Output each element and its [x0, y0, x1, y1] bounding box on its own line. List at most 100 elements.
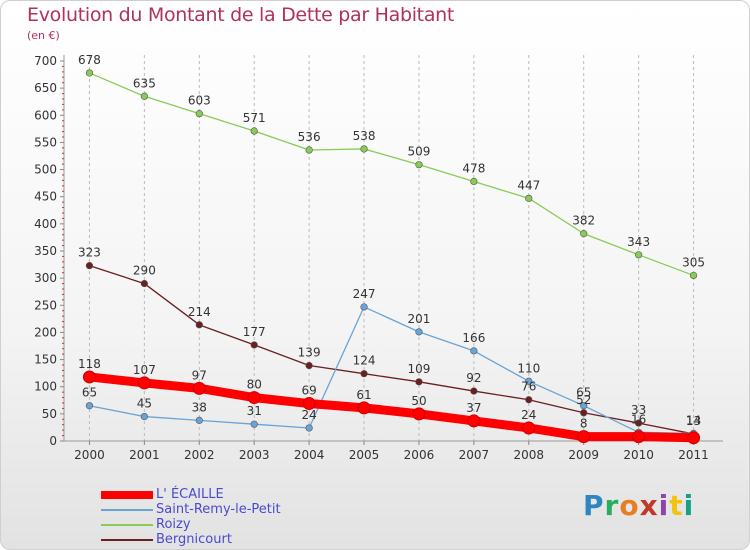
- data-point: [470, 347, 478, 355]
- y-tick-label: 600: [34, 108, 57, 122]
- y-tick-label: 450: [34, 190, 57, 204]
- data-point: [85, 402, 94, 410]
- data-label: 24: [301, 408, 316, 422]
- data-label: 635: [133, 76, 156, 90]
- x-tick-label: 2004: [294, 448, 325, 462]
- data-label: 45: [137, 397, 152, 411]
- data-point: [415, 378, 423, 386]
- legend-label-saint-remy: Saint-Remy-le-Petit: [156, 502, 281, 517]
- x-tick-label: 2005: [349, 448, 380, 462]
- data-label: 323: [78, 246, 101, 260]
- data-label: 177: [243, 325, 266, 339]
- data-label: 290: [133, 264, 156, 278]
- legend-swatch-lecaille: [101, 490, 153, 499]
- legend-swatch-roizy: [101, 523, 153, 526]
- y-tick-label: 50: [42, 407, 57, 421]
- data-point: [412, 407, 426, 421]
- data-label: 107: [133, 363, 156, 377]
- y-tick-label: 650: [34, 81, 57, 95]
- data-point: [360, 303, 368, 311]
- data-label: 139: [298, 346, 321, 360]
- data-point: [140, 412, 148, 421]
- data-point: [415, 161, 423, 169]
- data-label: 24: [521, 408, 536, 422]
- y-tick-label: 550: [34, 135, 57, 149]
- legend-swatch-saint-remy: [101, 508, 153, 511]
- data-point: [250, 341, 258, 349]
- data-label: 76: [521, 380, 536, 394]
- data-label: 305: [682, 255, 705, 269]
- y-tick-label: 300: [34, 271, 57, 285]
- x-tick-label: 2008: [514, 448, 545, 462]
- logo-letter: x: [639, 489, 659, 522]
- data-point: [357, 401, 371, 415]
- data-point: [525, 396, 533, 404]
- data-point: [632, 430, 646, 444]
- data-point: [580, 409, 588, 417]
- data-label: 343: [627, 235, 650, 249]
- y-tick-label: 200: [34, 325, 57, 339]
- data-label: 8: [580, 417, 588, 431]
- data-point: [580, 230, 588, 238]
- data-point: [82, 370, 96, 384]
- chart-title: Evolution du Montant de la Dette par Hab…: [27, 4, 455, 26]
- data-point: [195, 110, 203, 118]
- data-label: 61: [356, 388, 371, 402]
- data-label: 50: [411, 394, 426, 408]
- data-point: [415, 328, 423, 336]
- data-point: [250, 127, 258, 135]
- y-tick-label: 250: [34, 298, 57, 312]
- data-point: [192, 381, 206, 395]
- y-tick-label: 350: [34, 244, 57, 258]
- data-point: [580, 402, 588, 410]
- data-point: [85, 69, 94, 77]
- data-label: 538: [353, 129, 376, 143]
- data-label: 124: [353, 354, 376, 368]
- logo-letter: i: [683, 489, 695, 522]
- logo-letter: i: [658, 489, 670, 522]
- data-label: 65: [576, 386, 591, 400]
- data-point: [522, 421, 536, 435]
- data-point: [195, 416, 203, 424]
- y-tick-label: 500: [34, 163, 57, 177]
- logo-letter: t: [669, 489, 684, 522]
- x-tick-label: 2009: [568, 448, 599, 462]
- y-tick-label: 700: [34, 54, 57, 68]
- data-label: 247: [353, 287, 376, 301]
- data-label: 109: [408, 362, 431, 376]
- data-label: 37: [466, 401, 481, 415]
- data-label: 509: [408, 145, 431, 159]
- x-tick-label: 2000: [74, 448, 105, 462]
- logo-letter: o: [619, 489, 640, 522]
- data-point: [250, 420, 258, 428]
- data-point: [635, 251, 643, 259]
- series-line: [88, 265, 695, 435]
- unit-label: (en €): [27, 29, 60, 42]
- proxiti-logo: Proxiti: [583, 489, 694, 522]
- data-point: [470, 177, 478, 186]
- data-label: 478: [462, 162, 485, 176]
- data-label: 13: [686, 414, 701, 428]
- data-point: [305, 361, 313, 370]
- data-point: [140, 92, 148, 100]
- data-label: 571: [243, 111, 266, 125]
- data-label: 31: [247, 404, 262, 418]
- data-label: 33: [631, 403, 646, 417]
- data-point: [302, 397, 316, 411]
- data-label: 214: [188, 305, 211, 319]
- y-tick-label: 150: [34, 353, 57, 367]
- x-tick-label: 2002: [184, 448, 215, 462]
- data-point: [470, 387, 478, 395]
- data-point: [689, 271, 698, 280]
- y-tick-label: 100: [34, 380, 57, 394]
- legend-label-roizy: Roizy: [156, 517, 191, 532]
- data-point: [635, 419, 643, 427]
- series-line: [84, 372, 699, 443]
- data-point: [467, 414, 481, 428]
- data-point: [687, 431, 701, 445]
- y-tick-label: 400: [34, 217, 57, 231]
- x-tick-label: 2001: [129, 448, 160, 462]
- legend-swatch-bergnicourt: [101, 538, 153, 541]
